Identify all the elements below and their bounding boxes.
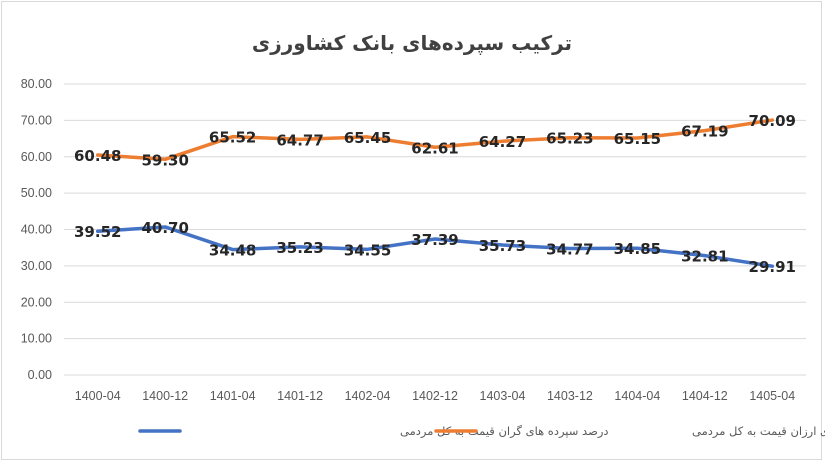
- x-tick-label: 1402-12: [412, 389, 458, 403]
- series-line: [95, 225, 775, 268]
- y-tick-label: 0.00: [28, 368, 52, 382]
- y-tick-label: 60.00: [21, 150, 52, 164]
- data-label: 65.23: [546, 130, 593, 148]
- y-tick-label: 20.00: [21, 295, 52, 309]
- data-label: 40.70: [141, 219, 188, 237]
- y-tick-label: 80.00: [21, 77, 52, 91]
- gridlines: [64, 83, 806, 376]
- x-axis-ticks: 1400-04 1400-12 1401-04 1401-12 1402-04 1402-…: [75, 389, 795, 403]
- data-label: 70.09: [749, 112, 796, 130]
- x-tick-label: 1400-12: [142, 389, 188, 403]
- y-tick-label: 70.00: [21, 113, 52, 127]
- data-labels: 60.48 59.30 65.52 64.77 65.45 62.61 64.27 65.23…: [74, 112, 796, 276]
- data-label: 39.52: [74, 223, 121, 241]
- data-label: 67.19: [681, 123, 728, 141]
- x-tick-label: 1401-12: [277, 389, 323, 403]
- data-label: 65.45: [344, 129, 391, 147]
- x-tick-label: 1401-04: [210, 389, 256, 403]
- data-label: 32.81: [681, 248, 728, 266]
- x-tick-label: 1404-04: [614, 389, 660, 403]
- data-label: 34.77: [546, 241, 593, 259]
- legend-label: درصد سپرده‌های ارزان قیمت به کل مردمی: [692, 424, 825, 439]
- data-label: 59.30: [141, 151, 188, 169]
- data-label: 65.15: [614, 130, 661, 148]
- x-tick-label: 1405-04: [749, 389, 795, 403]
- y-tick-label: 50.00: [21, 186, 52, 200]
- data-label: 62.61: [411, 139, 458, 157]
- legend: درصد سپرده های گران قیمت به کل مردمی درصد…: [138, 424, 825, 439]
- data-label: 65.52: [209, 129, 256, 147]
- data-label: 35.23: [276, 239, 323, 257]
- data-label: 34.55: [344, 241, 391, 259]
- x-tick-label: 1403-12: [547, 389, 593, 403]
- x-tick-label: 1403-04: [480, 389, 526, 403]
- data-label: 60.48: [74, 147, 121, 165]
- data-label: 29.91: [749, 258, 796, 276]
- data-label: 64.27: [479, 133, 526, 151]
- series-line: [95, 118, 775, 162]
- x-tick-label: 1404-12: [682, 389, 728, 403]
- x-tick-label: 1400-04: [75, 389, 121, 403]
- y-tick-label: 40.00: [21, 223, 52, 237]
- data-label: 34.85: [614, 240, 661, 258]
- series-lines: [95, 118, 775, 268]
- x-tick-label: 1402-04: [345, 389, 391, 403]
- legend-label: درصد سپرده های گران قیمت به کل مردمی: [400, 424, 609, 439]
- y-tick-label: 10.00: [21, 332, 52, 346]
- y-tick-label: 30.00: [21, 259, 52, 273]
- y-axis-ticks: 0.00 10.00 20.00 30.00 40.00 50.00 60.00 70.00 8…: [21, 77, 52, 382]
- data-label: 34.48: [209, 242, 256, 260]
- chart-title: ترکیب سپرده‌های بانک کشاورزی: [252, 31, 572, 56]
- data-label: 64.77: [276, 131, 323, 149]
- data-label: 37.39: [411, 231, 458, 249]
- data-label: 35.73: [479, 237, 526, 255]
